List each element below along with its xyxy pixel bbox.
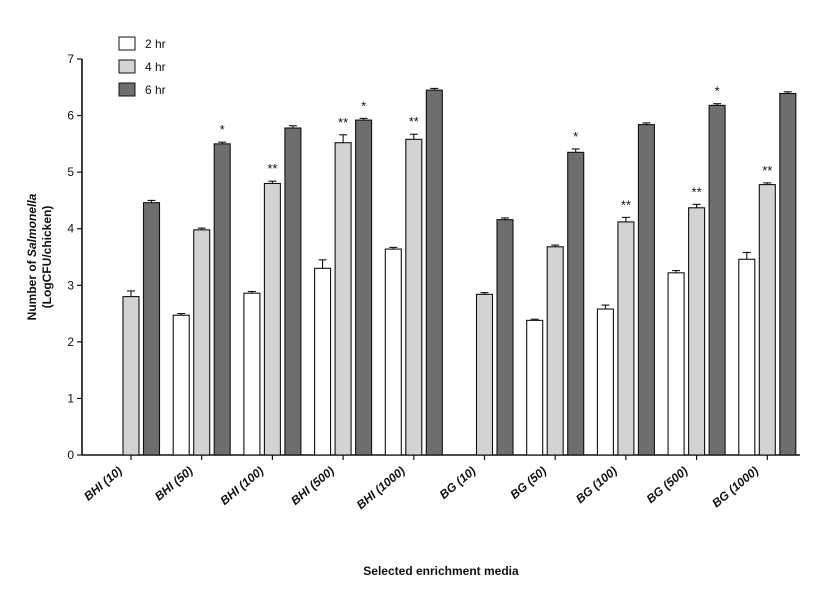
y-tick-label: 3: [67, 278, 74, 292]
bar: [708, 104, 726, 456]
x-axis-title: Selected enrichment media: [363, 564, 519, 578]
y-tick-label: 4: [67, 222, 74, 236]
bar: [496, 219, 514, 456]
bar: [193, 229, 211, 456]
bar: [122, 296, 140, 456]
category-label: BHI (1000): [354, 464, 408, 512]
bar: [142, 202, 161, 456]
y-tick-label: 0: [67, 448, 74, 462]
bar: [688, 207, 706, 456]
category-label: BG (1000): [709, 464, 761, 511]
bar: [263, 182, 281, 456]
legend-swatch: [118, 82, 136, 97]
bar: [758, 184, 776, 456]
bar: [738, 258, 756, 456]
x-axis: BHI (10) BHI (50) BHI (100) BHI (500) BHI (1…: [81, 454, 800, 512]
legend-label: 4 hr: [145, 60, 166, 74]
category-label: BHI (500): [288, 464, 337, 508]
significance-label: *: [573, 129, 578, 144]
bar: [425, 89, 443, 456]
bar: [546, 246, 564, 456]
y-axis-title-line1: Number of Salmonella: [25, 193, 39, 320]
bar: [384, 248, 402, 456]
legend-swatch: [118, 59, 136, 74]
category-label: BG (10): [437, 464, 479, 502]
bar: [475, 293, 494, 456]
significance-label: *: [361, 98, 366, 113]
y-tick-label: 7: [67, 52, 74, 66]
legend-label: 6 hr: [145, 83, 166, 97]
category-label: BHI (50): [152, 464, 196, 504]
category-label: BHI (10): [81, 464, 125, 504]
significance-label: *: [715, 84, 720, 99]
bar: [637, 124, 655, 456]
bar: [405, 138, 423, 456]
category-label: BG (100): [573, 464, 620, 506]
significance-label: **: [762, 163, 772, 178]
significance-label: **: [621, 197, 631, 212]
significance-label: **: [267, 161, 277, 176]
y-tick-label: 5: [67, 165, 74, 179]
significance-label: **: [692, 184, 702, 199]
significance-label: **: [338, 115, 348, 130]
bar: [779, 92, 797, 456]
y-axis-title-line2: (LogCFU/chicken): [40, 206, 54, 309]
bar: [284, 127, 302, 456]
bar: [355, 119, 373, 456]
bar: [334, 142, 352, 456]
bar: [314, 267, 332, 456]
legend-swatch: [118, 36, 136, 51]
y-tick-label: 2: [67, 335, 74, 349]
y-axis: 0 1 2 3 4 5 6 7: [67, 52, 83, 462]
category-label: BHI (100): [217, 464, 266, 508]
legend: 2 hr 4 hr 6 hr: [118, 36, 166, 97]
bar: [617, 221, 635, 456]
significance-label: **: [409, 114, 419, 129]
category-label: BG (500): [644, 464, 691, 506]
bar: [172, 314, 190, 456]
bar: [596, 308, 614, 456]
category-label: BG (50): [507, 464, 549, 502]
y-tick-label: 1: [67, 391, 74, 405]
bar: [213, 143, 231, 456]
significance-label: *: [220, 122, 225, 137]
bar: [243, 292, 261, 456]
y-tick-label: 6: [67, 109, 74, 123]
bar: [567, 151, 585, 456]
legend-label: 2 hr: [145, 37, 166, 51]
bar: [667, 272, 685, 456]
bars-layer: ****************: [122, 84, 797, 456]
bar: [526, 319, 544, 456]
